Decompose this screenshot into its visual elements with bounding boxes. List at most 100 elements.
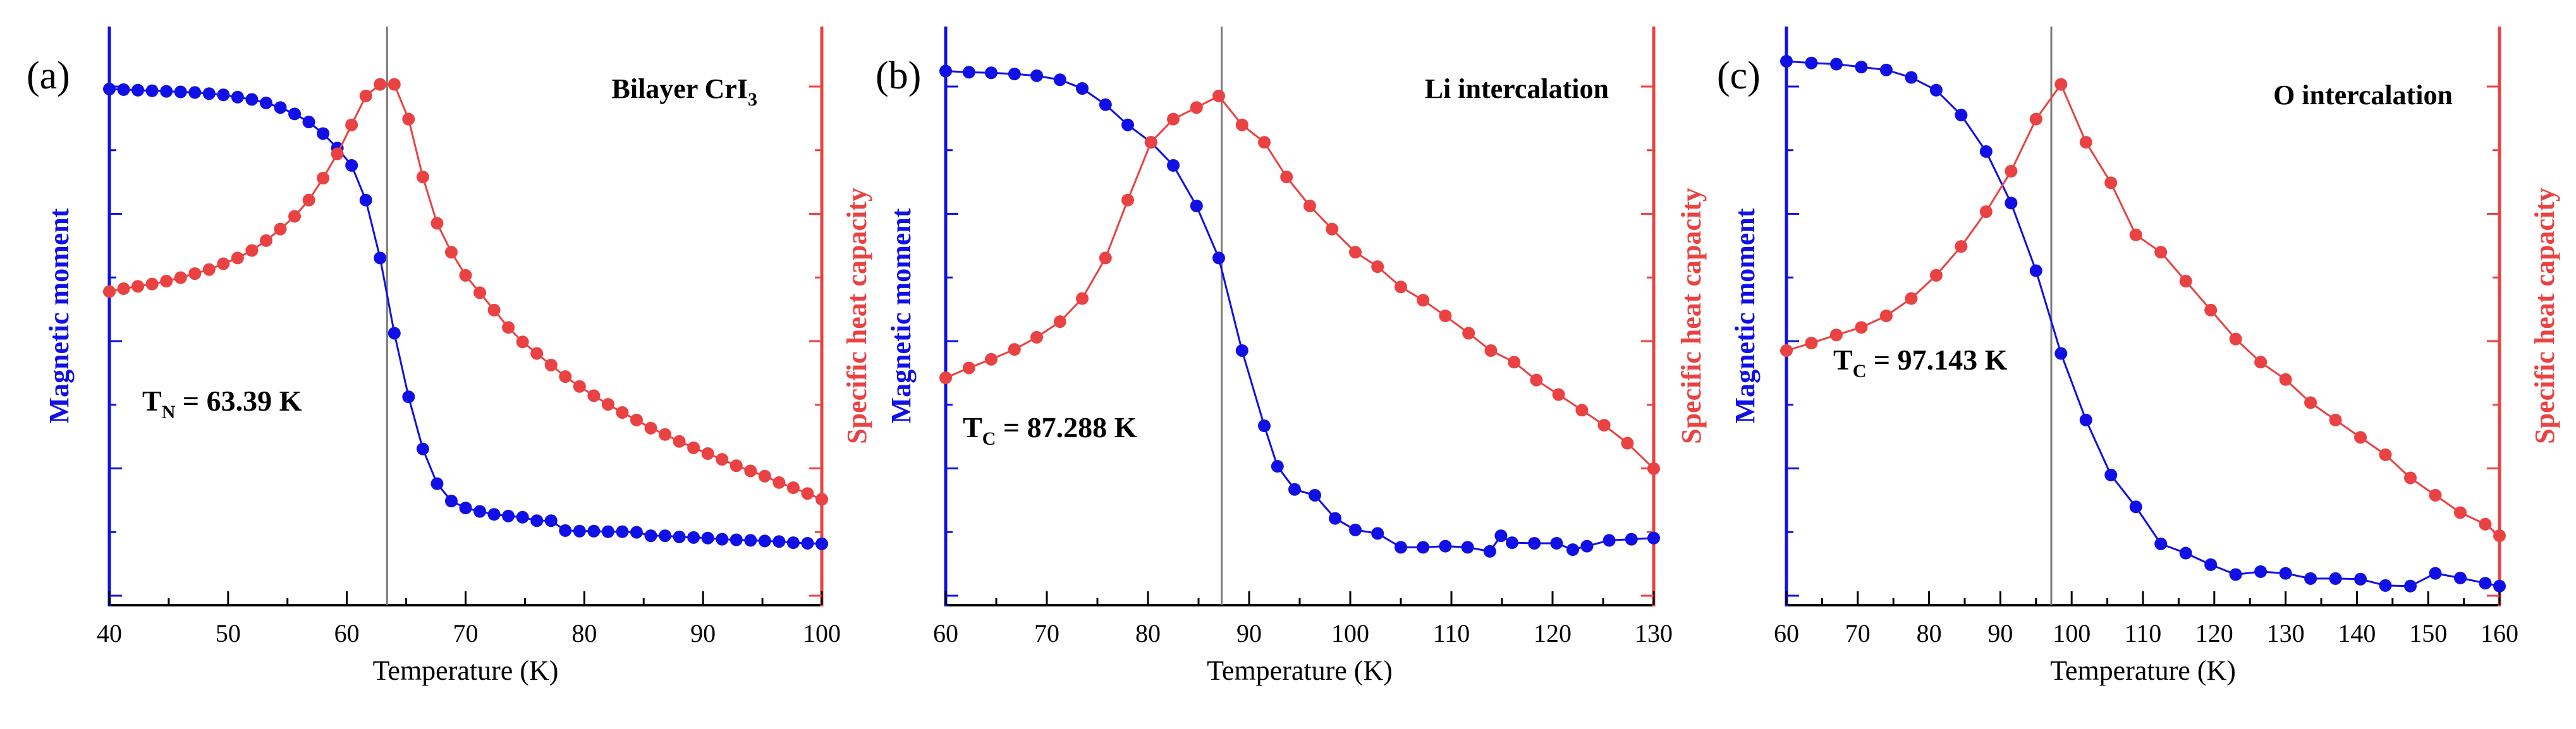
x-tick-label: 70 [453, 619, 479, 648]
specific-heat-point [2204, 303, 2218, 316]
panel-label: (a) [27, 54, 70, 97]
specific-heat-point [1099, 251, 1112, 265]
magnetic-moment-point [1030, 69, 1043, 82]
magnetic-moment-point [1780, 54, 1793, 68]
x-tick-label: 70 [1034, 619, 1059, 648]
transition-value: = 63.39 K [175, 385, 302, 417]
magnetic-moment-point [2154, 537, 2168, 550]
panel-title-main: Li intercalation [1425, 73, 1609, 104]
left-y-axis-label: Magnetic moment [44, 208, 75, 423]
specific-heat-point [758, 469, 771, 483]
specific-heat-point [2329, 413, 2342, 426]
specific-heat-point [231, 251, 244, 265]
magnetic-moment-point [1580, 539, 1594, 553]
specific-heat-point [1621, 437, 1634, 450]
x-tick-label: 60 [334, 619, 360, 648]
specific-heat-point [673, 435, 686, 448]
magnetic-moment-point [2204, 558, 2218, 571]
magnetic-moment-point [174, 85, 187, 99]
panel-1: 60 70 80 90 100 110 120 130 Temperature (K) Magne… [876, 27, 1707, 686]
transition-value: = 97.143 K [1866, 344, 2007, 376]
magnetic-moment-point [430, 477, 444, 490]
specific-heat-point [1780, 344, 1793, 357]
magnetic-moment-point [559, 524, 572, 537]
specific-heat-point [1030, 330, 1043, 344]
transition-subscript: N [162, 402, 176, 423]
x-tick-label: 50 [216, 619, 241, 648]
magnetic-moment-point [131, 83, 145, 97]
specific-heat-point [487, 303, 501, 316]
magnetic-moment-point [815, 537, 828, 550]
specific-heat-point [516, 335, 529, 349]
x-tick-label: 80 [1135, 619, 1161, 648]
specific-heat-point [2429, 488, 2442, 502]
specific-heat-point [716, 453, 729, 466]
magnetic-moment-point [345, 159, 358, 172]
right-y-axis-label: Specific heat capacity [841, 188, 872, 444]
specific-heat-point [1417, 294, 1430, 307]
x-tick-label: 120 [1534, 619, 1572, 648]
magnetic-moment-point [687, 531, 700, 544]
magnetic-moment-point [1647, 531, 1660, 545]
specific-heat-point [701, 447, 714, 461]
x-tick-label: 40 [97, 619, 122, 648]
magnetic-moment-point [1008, 68, 1021, 81]
magnetic-moment-point [2129, 500, 2142, 514]
magnetic-moment-point [1439, 539, 1452, 553]
x-tick-label: 120 [2195, 619, 2233, 648]
right-y-axis-label: Specific heat capacity [1676, 188, 1707, 444]
specific-heat-point [317, 171, 330, 184]
magnetic-moment-point [1349, 523, 1362, 536]
x-tick-label: 80 [571, 619, 597, 648]
magnetic-moment-point [160, 85, 173, 98]
left-y-axis-label: Magnetic moment [1730, 208, 1761, 423]
magnetic-moment-point [2254, 565, 2268, 578]
panel-title: O intercalation [2273, 80, 2453, 111]
magnetic-moment-point [1506, 536, 1518, 550]
magnetic-moment-point [1829, 57, 1843, 71]
panel-0: 40 50 60 70 80 90 100 Temperature (K) Magnetic m… [27, 27, 872, 686]
specific-heat-point [1303, 199, 1316, 212]
magnetic-moment-point [359, 193, 372, 207]
specific-heat-point [374, 78, 387, 91]
specific-heat-point [2453, 506, 2467, 519]
magnetic-moment-point [1929, 83, 1943, 97]
specific-heat-point [2154, 246, 2168, 259]
magnetic-moment-point [1288, 483, 1301, 496]
transition-subscript: C [982, 428, 996, 449]
specific-heat-point [1905, 292, 1918, 305]
magnetic-moment-point [1494, 529, 1508, 543]
x-tick-label: 90 [1987, 619, 2013, 648]
magnetic-moment-point [459, 502, 472, 515]
specific-heat-point [744, 464, 757, 478]
x-tick-label: 110 [2125, 619, 2162, 648]
magnetic-moment-point [502, 509, 515, 522]
x-axis-label: Temperature (K) [1207, 655, 1393, 686]
transition-temperature-label: TC = 97.143 K [1833, 344, 2008, 382]
magnetic-moment-point [744, 534, 757, 547]
magnetic-moment-line [109, 88, 822, 545]
specific-heat-point [1167, 112, 1180, 126]
magnetic-moment-point [786, 536, 800, 550]
x-axis-label: Temperature (K) [2050, 655, 2236, 686]
panel-title: Li intercalation [1425, 73, 1609, 104]
magnetic-moment-point [2329, 572, 2342, 585]
specific-heat-point [145, 277, 159, 291]
specific-heat-point [1076, 292, 1089, 305]
panel-title-subscript: 3 [748, 89, 757, 110]
magnetic-moment-point [2493, 579, 2506, 593]
specific-heat-point [2379, 448, 2392, 461]
specific-heat-point [1462, 327, 1475, 340]
magnetic-moment-point [2054, 347, 2068, 360]
magnetic-moment-point [416, 442, 429, 455]
specific-heat-point [416, 171, 429, 184]
specific-heat-point [1371, 260, 1384, 274]
magnetic-moment-point [801, 536, 814, 550]
magnetic-moment-point [487, 508, 501, 521]
magnetic-moment-point [1879, 63, 1893, 76]
specific-heat-point [1647, 462, 1660, 475]
specific-heat-point [1144, 136, 1157, 149]
magnetic-moment-point [217, 88, 230, 102]
transition-value: = 87.288 K [996, 411, 1137, 443]
